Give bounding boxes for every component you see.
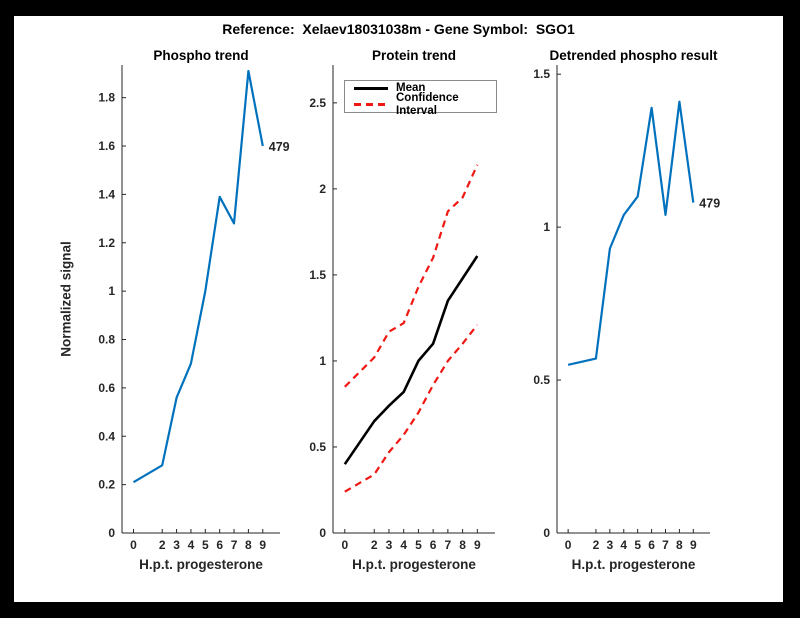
y-tick-label: 2.5 — [309, 96, 326, 110]
x-tick-label: 8 — [459, 538, 466, 552]
x-tick-label: 5 — [634, 538, 641, 552]
series-ci-lower — [344, 324, 479, 493]
x-tick-label: 9 — [259, 538, 266, 552]
x-axis-label-detrended: H.p.t. progesterone — [571, 557, 696, 572]
x-tick-label: 7 — [662, 538, 669, 552]
subplot-title-phospho-trend: Phospho trend — [153, 48, 249, 63]
y-tick-label: 1.8 — [98, 91, 115, 105]
y-tick-label: 0.4 — [98, 429, 115, 443]
x-tick-label: 2 — [593, 538, 600, 552]
x-tick-label: 0 — [341, 538, 348, 552]
point-label: 479 — [699, 197, 720, 211]
subplot-title-detrended-phospho: Detrended phospho result — [549, 48, 718, 63]
x-tick-label: 7 — [231, 538, 238, 552]
x-tick-label: 3 — [173, 538, 180, 552]
x-tick-label: 9 — [690, 538, 697, 552]
x-axis-label-protein: H.p.t. progesterone — [352, 557, 476, 572]
y-tick-label: 0 — [108, 526, 115, 540]
x-tick-label: 4 — [620, 538, 627, 552]
x-tick-label: 6 — [648, 538, 655, 552]
mean-line-sample-icon — [354, 87, 388, 90]
x-tick-label: 3 — [607, 538, 614, 552]
x-tick-label: 0 — [565, 538, 572, 552]
y-tick-label: 1 — [543, 220, 550, 234]
x-tick-label: 9 — [474, 538, 481, 552]
series-detrended-signal — [567, 100, 695, 366]
x-tick-label: 4 — [400, 538, 407, 552]
legend-box: Mean Confidence Interval — [344, 80, 497, 117]
y-tick-label: 1.6 — [98, 139, 115, 153]
x-tick-label: 7 — [445, 538, 452, 552]
y-axis-label-normalized-signal: Normalized signal — [58, 241, 74, 357]
x-tick-label: 5 — [415, 538, 422, 552]
x-tick-label: 6 — [216, 538, 223, 552]
figure-title: Reference: Xelaev18031038m - Gene Symbol… — [222, 21, 575, 37]
x-tick-label: 8 — [676, 538, 683, 552]
y-tick-label: 0.5 — [533, 373, 550, 387]
x-tick-label: 6 — [430, 538, 437, 552]
y-tick-label: 1.4 — [98, 187, 115, 201]
legend-entry-confidence-interval: Confidence Interval — [354, 92, 487, 117]
y-tick-label: 0.6 — [98, 381, 115, 395]
y-tick-label: 1.2 — [98, 236, 115, 250]
y-tick-label: 0 — [543, 526, 550, 540]
y-tick-label: 0.5 — [309, 440, 326, 454]
series-ci-upper — [344, 164, 479, 388]
x-tick-label: 4 — [188, 538, 195, 552]
legend-label-mean: Mean — [396, 82, 426, 94]
y-tick-label: 1 — [319, 354, 326, 368]
x-tick-label: 8 — [245, 538, 252, 552]
figure-background: Reference: Xelaev18031038m - Gene Symbol… — [14, 16, 783, 602]
subplot-title-protein-trend: Protein trend — [371, 48, 456, 63]
x-tick-label: 3 — [386, 538, 393, 552]
series-mean — [343, 255, 479, 465]
y-tick-label: 0.2 — [98, 478, 115, 492]
y-tick-label: 2 — [319, 182, 326, 196]
y-tick-label: 0.8 — [98, 333, 115, 347]
y-tick-label: 0 — [319, 526, 326, 540]
x-tick-label: 2 — [159, 538, 166, 552]
x-tick-label: 5 — [202, 538, 209, 552]
confidence-interval-line-sample-icon — [354, 103, 388, 106]
y-tick-label: 1 — [108, 284, 115, 298]
legend-entry-mean: Mean — [354, 82, 487, 95]
y-tick-label: 1.5 — [309, 268, 326, 282]
x-tick-label: 2 — [371, 538, 378, 552]
series-phospho-signal — [132, 69, 264, 484]
point-label: 479 — [269, 140, 290, 154]
x-tick-label: 0 — [130, 538, 137, 552]
y-tick-label: 1.5 — [533, 67, 550, 81]
legend-label-confidence-interval: Confidence Interval — [396, 91, 459, 117]
x-axis-label-phospho: H.p.t. progesterone — [139, 557, 263, 572]
